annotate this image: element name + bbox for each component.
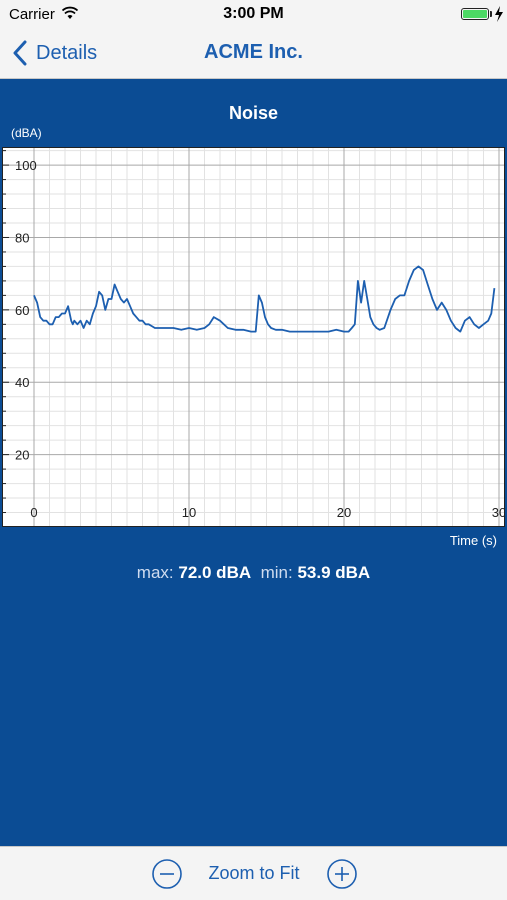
x-tick-label: 30 <box>492 505 505 520</box>
zoom-out-button[interactable] <box>151 858 183 890</box>
zoom-to-fit-button[interactable]: Zoom to Fit <box>208 863 300 883</box>
status-bar: Carrier 3:00 PM <box>0 0 507 28</box>
battery-icon <box>461 8 489 20</box>
y-tick-label: 60 <box>15 303 29 318</box>
y-tick-label: 40 <box>15 375 29 390</box>
carrier-label: Carrier <box>9 6 55 23</box>
bottom-toolbar: Zoom to Fit <box>0 846 507 900</box>
noise-chart[interactable]: 20 40 60 80 100 0 10 20 30 <box>2 147 505 527</box>
noise-stats: max: 72.0 dBA min: 53.9 dBA <box>0 563 507 583</box>
back-button[interactable]: Details <box>12 38 97 68</box>
y-tick-label: 20 <box>15 448 29 463</box>
min-label: min: <box>260 563 293 582</box>
chevron-left-icon <box>13 40 27 66</box>
x-tick-label: 20 <box>337 505 351 520</box>
x-axis-label: Time (s) <box>449 533 497 548</box>
charging-bolt-icon <box>495 6 503 22</box>
chart-svg: 20 40 60 80 100 0 10 20 30 <box>2 147 505 527</box>
zoom-in-button[interactable] <box>326 858 358 890</box>
navigation-bar: Details ACME Inc. <box>0 28 507 79</box>
noise-series-line <box>33 265 496 333</box>
y-axis-label: (dBA) <box>11 126 42 140</box>
chart-title: Noise <box>228 103 279 123</box>
battery-tip <box>490 11 492 17</box>
wifi-icon <box>62 6 78 19</box>
status-time: 3:00 PM <box>223 5 284 22</box>
nav-title: ACME Inc. <box>204 41 303 63</box>
max-label: max: <box>136 563 174 582</box>
y-tick-label: 80 <box>15 230 29 245</box>
max-value: 72.0 dBA <box>178 563 252 582</box>
chart-border <box>2 147 505 527</box>
min-value: 53.9 dBA <box>297 563 371 582</box>
x-tick-label: 0 <box>30 505 37 520</box>
x-tick-label: 10 <box>182 505 196 520</box>
back-button-label: Details <box>36 41 98 64</box>
y-tick-label: 100 <box>15 158 37 173</box>
